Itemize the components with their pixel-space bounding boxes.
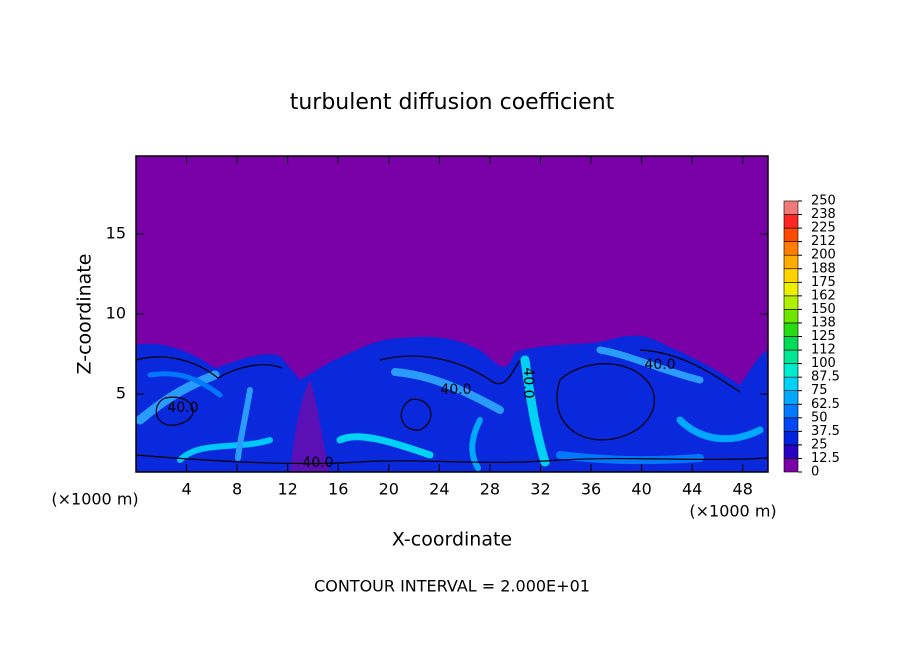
- colorbar-label: 225: [811, 221, 836, 236]
- x-tick-label: 8: [232, 480, 242, 499]
- x-axis-label: X-coordinate: [392, 529, 512, 551]
- colorbar-label: 125: [811, 329, 836, 344]
- colorbar-segment: [783, 227, 799, 242]
- field: [135, 155, 769, 473]
- colorbar-label: 188: [811, 261, 836, 276]
- x-tick-label: 24: [429, 480, 449, 499]
- colorbar-segment: [783, 268, 799, 283]
- colorbar-segment: [783, 214, 799, 229]
- plume: [290, 380, 330, 472]
- colorbar-label: 200: [811, 248, 836, 263]
- colorbar-label: 87.5: [811, 370, 840, 385]
- x-unit-label: (×1000 m): [689, 502, 776, 521]
- x-tick-label: 12: [278, 480, 298, 499]
- colorbar-segment: [783, 322, 799, 337]
- y-axis-label: Z-coordinate: [74, 254, 96, 375]
- contour-label: 40.0: [167, 400, 198, 416]
- colorbar-label: 212: [811, 234, 836, 249]
- colorbar-segment: [783, 295, 799, 310]
- x-tick-label: 20: [379, 480, 399, 499]
- colorbar-segment: [783, 281, 799, 297]
- colorbar-label: 238: [811, 207, 836, 222]
- y-tick-label: 5: [116, 384, 126, 403]
- turbulent-layer: [136, 335, 768, 472]
- colorbar-segment: [783, 363, 799, 378]
- chart-title: turbulent diffusion coefficient: [290, 90, 615, 115]
- colorbar-segment: [783, 458, 799, 473]
- colorbar-label: 12.5: [811, 451, 840, 466]
- colorbar-label: 138: [811, 315, 836, 330]
- x-tick-label: 36: [581, 480, 601, 499]
- colorbar-segment: [783, 403, 799, 419]
- colorbar-segment: [783, 444, 799, 459]
- x-tick-label: 48: [733, 480, 753, 499]
- colorbar-label: 25: [811, 437, 828, 452]
- y-tick-label: 15: [106, 224, 126, 243]
- colorbar-label: 75: [811, 383, 828, 398]
- colorbar-label: 50: [811, 410, 828, 425]
- contour-label: 40.0: [302, 455, 333, 471]
- colorbar-label: 250: [811, 194, 836, 209]
- x-tick-label: 4: [181, 480, 191, 499]
- colorbar-segment: [783, 200, 799, 215]
- colorbar-segment: [783, 309, 799, 324]
- colorbar-segment: [783, 349, 799, 364]
- colorbar-label: 162: [811, 288, 836, 303]
- colorbar-segment: [783, 336, 799, 351]
- x-tick-label: 28: [480, 480, 500, 499]
- x-tick-label: 44: [682, 480, 702, 499]
- colorbar-segment: [783, 431, 799, 446]
- colorbar-label: 100: [811, 356, 836, 371]
- x-tick-label: 40: [631, 480, 651, 499]
- colorbar-segment: [783, 376, 799, 391]
- colorbar-label: 112: [811, 343, 836, 358]
- x-tick-label: 32: [530, 480, 550, 499]
- colorbar-segment: [783, 254, 799, 270]
- y-tick-label: 10: [106, 304, 126, 323]
- colorbar-label: 37.5: [811, 424, 840, 439]
- colorbar-label: 62.5: [811, 397, 840, 412]
- colorbar-segment: [783, 241, 799, 256]
- contour-interval: CONTOUR INTERVAL = 2.000E+01: [314, 577, 590, 596]
- colorbar-label: 0: [811, 465, 819, 480]
- colorbar-label: 150: [811, 302, 836, 317]
- contour-lines: [135, 349, 769, 465]
- colorbar-label: 175: [811, 275, 836, 290]
- colorbar-segment: [783, 390, 799, 405]
- x-tick-label: 16: [328, 480, 348, 499]
- contour-label: 40.0: [520, 367, 536, 398]
- x-unit-label: (×1000 m): [51, 490, 138, 509]
- colorbar-segment: [783, 417, 799, 432]
- contour-label: 40.0: [644, 357, 675, 373]
- contour-label: 40.0: [440, 382, 471, 398]
- streaks: [135, 346, 764, 471]
